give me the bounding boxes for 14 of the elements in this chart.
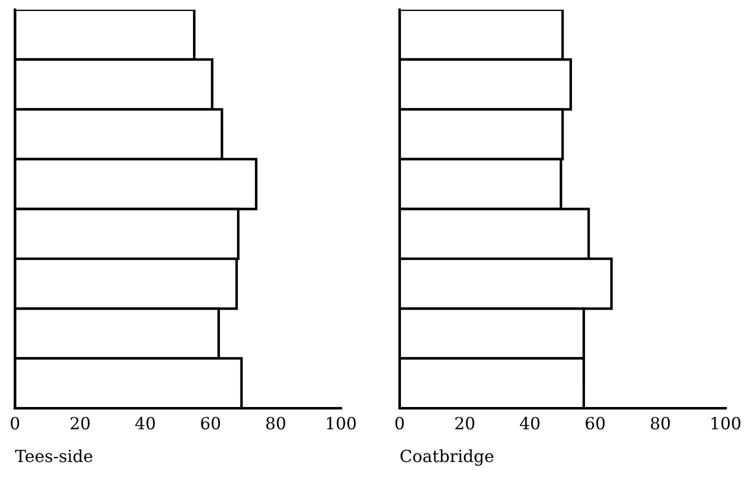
x-tick-label: 60 xyxy=(201,416,220,430)
x-tick-label: 80 xyxy=(650,416,670,430)
x-tick-label: 100 xyxy=(327,416,356,430)
x-tick-label: 40 xyxy=(135,416,155,430)
x-tick-label: 20 xyxy=(70,416,90,430)
x-axis-title: Tees-side xyxy=(15,449,92,462)
x-tick-label: 80 xyxy=(266,416,286,430)
x-tick-label: 60 xyxy=(586,416,605,430)
x-tick-label: 100 xyxy=(712,416,740,430)
x-tick-label: 0 xyxy=(10,416,20,430)
x-axis-title: Coatbridge xyxy=(400,449,494,466)
x-tick-label: 40 xyxy=(520,416,540,430)
x-tick-label: 20 xyxy=(455,416,474,430)
x-tick-label: 0 xyxy=(395,416,404,430)
